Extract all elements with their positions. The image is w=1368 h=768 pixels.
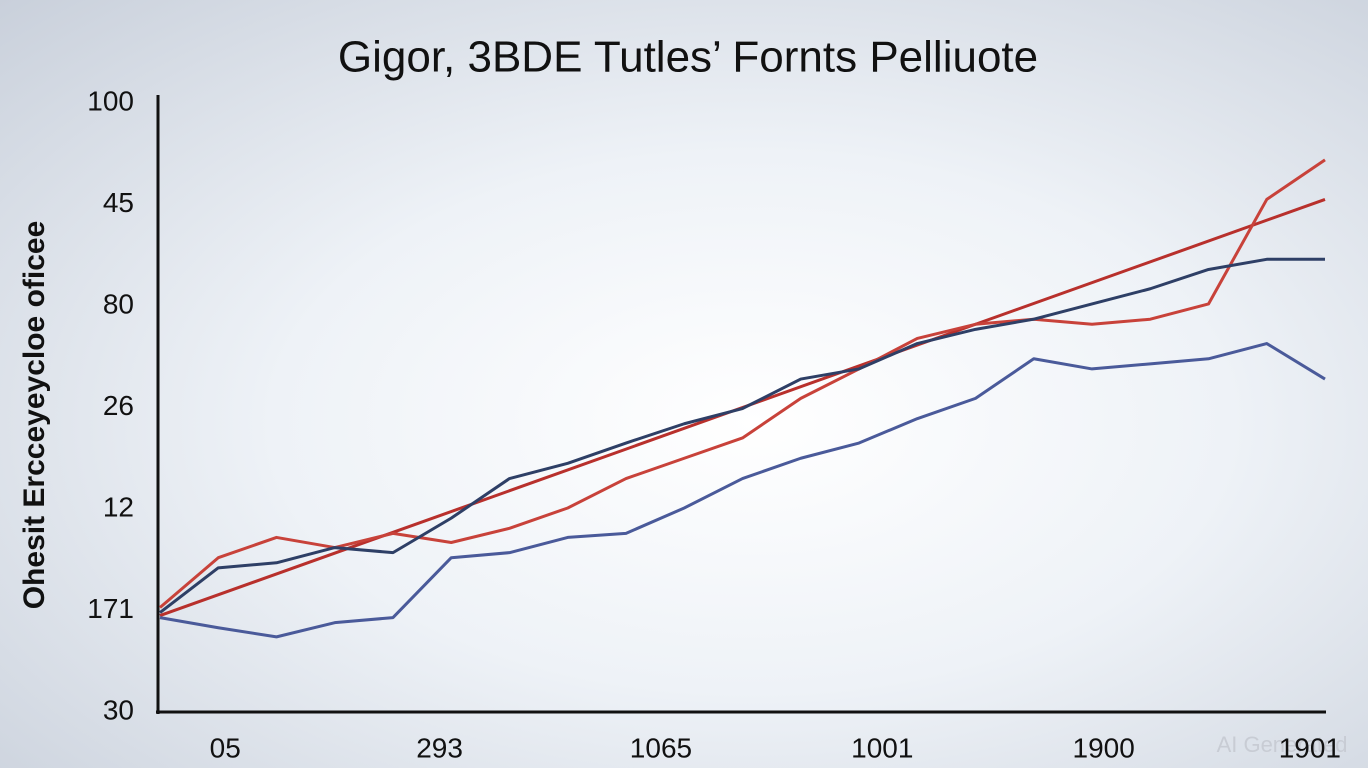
y-tick-label: 80 — [103, 288, 134, 319]
watermark: AI Generated — [1217, 732, 1348, 757]
x-tick-label: 293 — [416, 732, 463, 763]
x-tick-label: 1900 — [1073, 732, 1135, 763]
line-series — [159, 257, 1325, 614]
y-tick-label: 30 — [103, 694, 134, 725]
x-tick-label: 1065 — [630, 732, 692, 763]
y-tick-label: 45 — [103, 187, 134, 218]
x-tick-label: 1901 — [1279, 732, 1341, 763]
x-tick-label: 1001 — [851, 732, 913, 763]
y-tick-label: 100 — [87, 85, 134, 116]
y-axis-label: Ohesit Ercceyeycloe oficee — [18, 221, 51, 610]
chart-title: Gigor, 3BDE Tutles’ Fornts Pelliuote — [338, 33, 1038, 82]
x-tick-label: 05 — [210, 732, 241, 763]
y-tick-label: 171 — [87, 593, 134, 624]
line-series — [159, 342, 1326, 639]
y-tick-label: 12 — [103, 491, 134, 522]
y-tick-label: 26 — [103, 390, 134, 421]
line-series — [159, 158, 1326, 609]
